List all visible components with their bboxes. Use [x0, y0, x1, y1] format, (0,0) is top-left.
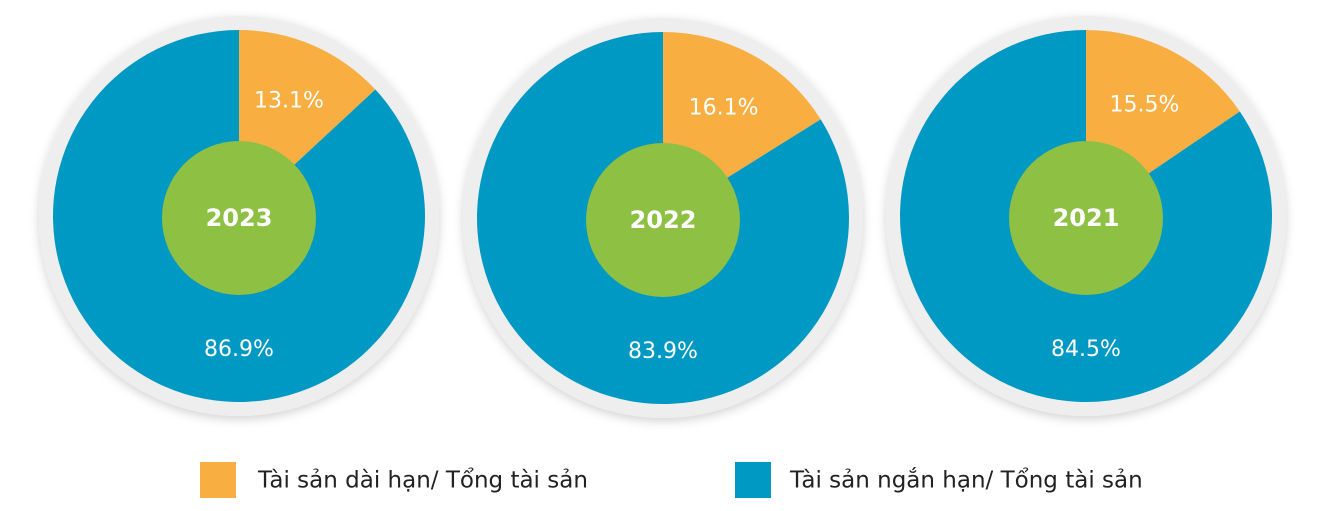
slice-label: 83.9% [628, 339, 698, 364]
slice-label: 13.1% [254, 88, 324, 113]
center-circle [162, 141, 316, 295]
slice-label: 84.5% [1051, 337, 1121, 362]
pie-title: 2022 [630, 206, 697, 234]
legend-label: Tài sản dài hạn/ Tổng tài sản [257, 468, 588, 494]
legend-swatch [735, 462, 771, 498]
pie-title: 2021 [1053, 204, 1120, 232]
legend-swatch [200, 462, 236, 498]
center-circle [586, 143, 740, 297]
pie-title: 2023 [206, 204, 273, 232]
legend-label: Tài sản ngắn hạn/ Tổng tài sản [789, 467, 1143, 494]
slice-label: 86.9% [204, 337, 274, 362]
slice-label: 16.1% [689, 96, 759, 121]
slice-label: 15.5% [1110, 93, 1180, 118]
center-circle [1009, 141, 1163, 295]
